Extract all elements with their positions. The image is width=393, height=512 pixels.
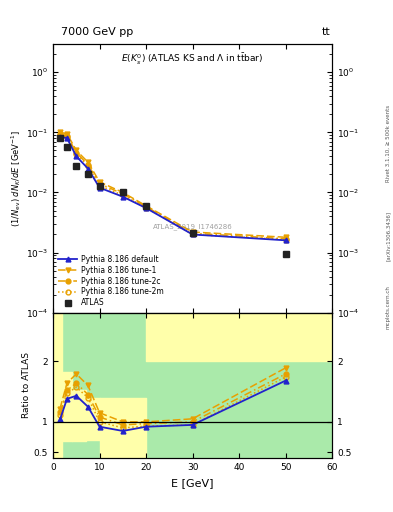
Pythia 8.186 tune-1 <box>64 131 70 137</box>
ATLAS <box>190 230 195 237</box>
Pythia 8.186 tune-1 <box>283 234 288 240</box>
Pythia 8.186 default <box>283 237 288 243</box>
Pythia 8.186 default <box>144 205 149 211</box>
Line: Pythia 8.186 tune-1: Pythia 8.186 tune-1 <box>58 130 288 240</box>
Pythia 8.186 tune-2c <box>97 181 102 187</box>
Pythia 8.186 tune-2m <box>144 204 149 210</box>
Pythia 8.186 tune-2c <box>144 204 149 210</box>
Text: tt: tt <box>321 27 330 37</box>
Pythia 8.186 tune-1 <box>120 189 125 196</box>
Pythia 8.186 tune-2c <box>64 133 70 139</box>
ATLAS <box>64 143 70 150</box>
ATLAS <box>283 251 288 257</box>
Line: ATLAS: ATLAS <box>57 134 289 257</box>
Pythia 8.186 default <box>64 135 70 141</box>
Text: ATLAS_2019_I1746286: ATLAS_2019_I1746286 <box>153 223 232 230</box>
Pythia 8.186 tune-2c <box>86 162 90 168</box>
Pythia 8.186 default <box>120 194 125 200</box>
Pythia 8.186 tune-2m <box>190 231 195 238</box>
ATLAS <box>74 162 79 168</box>
ATLAS <box>58 135 62 141</box>
Pythia 8.186 tune-1 <box>86 159 90 165</box>
Pythia 8.186 tune-1 <box>74 147 79 154</box>
Line: Pythia 8.186 tune-2c: Pythia 8.186 tune-2c <box>58 131 288 241</box>
Pythia 8.186 default <box>190 231 195 238</box>
Line: Pythia 8.186 tune-2m: Pythia 8.186 tune-2m <box>58 132 288 242</box>
Pythia 8.186 tune-2m <box>58 132 62 138</box>
Pythia 8.186 tune-2c <box>283 236 288 242</box>
Pythia 8.186 tune-2c <box>58 131 62 137</box>
Pythia 8.186 default <box>97 185 102 191</box>
Text: mcplots.cern.ch: mcplots.cern.ch <box>386 285 391 329</box>
Pythia 8.186 default <box>74 153 79 159</box>
ATLAS <box>97 183 102 189</box>
Text: Rivet 3.1.10, ≥ 500k events: Rivet 3.1.10, ≥ 500k events <box>386 105 391 182</box>
Text: 7000 GeV pp: 7000 GeV pp <box>61 27 133 37</box>
Pythia 8.186 tune-2m <box>74 151 79 157</box>
Pythia 8.186 tune-2c <box>190 230 195 237</box>
Legend: Pythia 8.186 default, Pythia 8.186 tune-1, Pythia 8.186 tune-2c, Pythia 8.186 tu: Pythia 8.186 default, Pythia 8.186 tune-… <box>55 252 166 310</box>
Line: Pythia 8.186 default: Pythia 8.186 default <box>58 134 288 243</box>
ATLAS <box>86 172 90 178</box>
Pythia 8.186 tune-1 <box>144 203 149 209</box>
Pythia 8.186 tune-2m <box>283 237 288 243</box>
Pythia 8.186 tune-2c <box>120 191 125 197</box>
Text: [arXiv:1306.3436]: [arXiv:1306.3436] <box>386 210 391 261</box>
Pythia 8.186 tune-1 <box>58 129 62 135</box>
X-axis label: E [GeV]: E [GeV] <box>171 478 214 487</box>
Y-axis label: $(1/N_\mathrm{ev})\ dN_K/dE\ [\mathrm{GeV}^{-1}]$: $(1/N_\mathrm{ev})\ dN_K/dE\ [\mathrm{Ge… <box>9 130 23 227</box>
Pythia 8.186 tune-2m <box>86 162 90 168</box>
ATLAS <box>120 189 125 196</box>
Pythia 8.186 tune-2m <box>64 134 70 140</box>
ATLAS <box>144 203 149 209</box>
Y-axis label: Ratio to ATLAS: Ratio to ATLAS <box>22 352 31 418</box>
Pythia 8.186 tune-2m <box>97 183 102 189</box>
Pythia 8.186 default <box>58 134 62 140</box>
Text: $E(K_s^0)$ (ATLAS KS and $\Lambda$ in t$\bar{\mathrm{t}}$bar): $E(K_s^0)$ (ATLAS KS and $\Lambda$ in t$… <box>121 52 264 67</box>
Pythia 8.186 tune-1 <box>97 179 102 185</box>
Pythia 8.186 default <box>86 165 90 172</box>
Pythia 8.186 tune-1 <box>190 229 195 235</box>
Pythia 8.186 tune-2c <box>74 150 79 156</box>
Pythia 8.186 tune-2m <box>120 192 125 198</box>
